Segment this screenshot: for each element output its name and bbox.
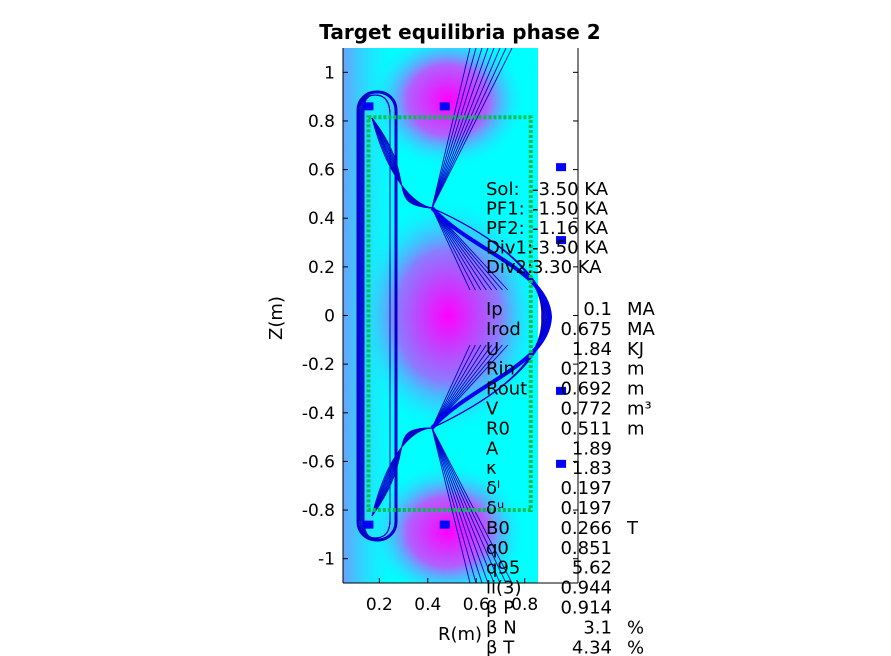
param-value: 0.944 [560,578,612,599]
pf-coil-marker [556,163,567,172]
coil-current-value: -3.50 KA [532,179,609,200]
y-tick-label: 0 [324,307,335,327]
param-value: 5.62 [572,558,612,579]
pf-coil-marker [556,386,567,395]
coil-current-name: Div2: [486,257,533,278]
param-unit: m [627,379,645,400]
param-value: 0.692 [560,379,612,400]
param-name: Ip [486,299,503,320]
centre-rod-loop [356,90,398,542]
coil-current-value: 3.30 KA [532,257,602,278]
y-tick-label: 0.8 [308,112,335,132]
param-name: V [486,399,499,420]
param-value: 1.89 [572,438,612,459]
vessel-wall [366,115,533,513]
pf-coil-marker [439,102,450,111]
plasma-boundary [430,206,553,430]
param-name: β P [486,598,514,619]
param-value: 0.914 [560,598,612,619]
y-tick-label: -0.4 [302,404,335,424]
param-name: Rout [486,379,527,400]
param-name: κ [486,458,497,479]
param-value: 0.197 [560,478,612,499]
x-tick-label: 0.4 [414,595,441,615]
pf-coil-marker [556,236,567,245]
param-value: 0.772 [560,399,612,420]
chart-title: Target equilibria phase 2 [319,20,600,44]
y-tick-label: 0.2 [308,258,335,278]
coil-current-name: PF1: [486,199,525,220]
param-value: 0.197 [560,498,612,519]
coil-current-name: Sol: [486,179,520,200]
param-value: 1.83 [572,458,612,479]
param-name: R0 [486,418,510,439]
x-tick-label: 0.2 [366,595,393,615]
pf-coils [363,102,567,529]
param-value: 0.511 [560,418,612,439]
y-tick-label: -0.8 [302,501,335,521]
pf-coil-marker [556,459,567,468]
param-value: 0.213 [560,359,612,380]
param-value: 1.84 [572,339,612,360]
param-unit: T [626,518,639,539]
x-tick-label: 0.6 [463,595,490,615]
param-value: 3.1 [583,617,612,638]
y-tick-label: 0.6 [308,161,335,181]
param-value: 0.675 [560,319,612,340]
param-value: 0.851 [560,538,612,559]
param-unit: % [627,637,644,656]
param-name: li(3) [486,578,522,599]
param-unit: % [627,617,644,638]
param-name: β N [486,617,517,638]
param-unit: m [627,359,645,380]
tick-labels: 1 0.8 0.6 0.4 0.2 0 -0.2 -0.4 -0.6 -0.8 -1 0.2 0.4 0.… [302,63,538,615]
coil-current-name: PF2: [486,218,525,239]
param-name: δˡ [486,478,500,499]
x-tick-label: 0.8 [511,595,538,615]
param-value: 0.266 [560,518,612,539]
pf-coil-marker [363,520,374,529]
coil-current-value: -1.50 KA [532,199,609,220]
rod-contour [363,94,391,539]
pf-coil-marker [439,520,450,529]
param-name: B0 [486,518,510,539]
param-name: δᵘ [486,498,504,519]
x-axis-label: R(m) [438,624,482,645]
coil-current-name: Div1: [486,238,533,259]
y-tick-label: -1 [318,550,335,570]
param-name: Irod [486,319,521,340]
param-unit: m [627,418,645,439]
param-name: U [486,339,499,360]
param-unit: KJ [627,339,644,360]
y-axis-label: Z(m) [266,296,287,340]
param-unit: MA [627,299,656,320]
param-name: β T [486,637,515,656]
y-tick-label: 1 [324,63,335,83]
param-unit: MA [627,319,656,340]
tick-marks [343,71,578,583]
param-name: q0 [486,538,509,559]
param-value: 4.34 [572,637,612,656]
y-tick-label: -0.6 [302,452,335,472]
coil-current-value: -1.16 KA [532,218,609,239]
param-unit: m³ [627,399,652,420]
param-value: 0.1 [583,299,612,320]
equilibrium-annotations: Sol: -3.50 KA PF1: -1.50 KA PF2: -1.16 KADiv1… [486,179,656,656]
param-name: q95 [486,558,520,579]
coil-current-value: -3.50 KA [532,238,609,259]
param-name: A [486,438,499,459]
pf-coil-marker [363,102,374,111]
param-name: Rin [486,359,515,380]
y-tick-label: 0.4 [308,209,335,229]
y-tick-label: -0.2 [302,355,335,375]
